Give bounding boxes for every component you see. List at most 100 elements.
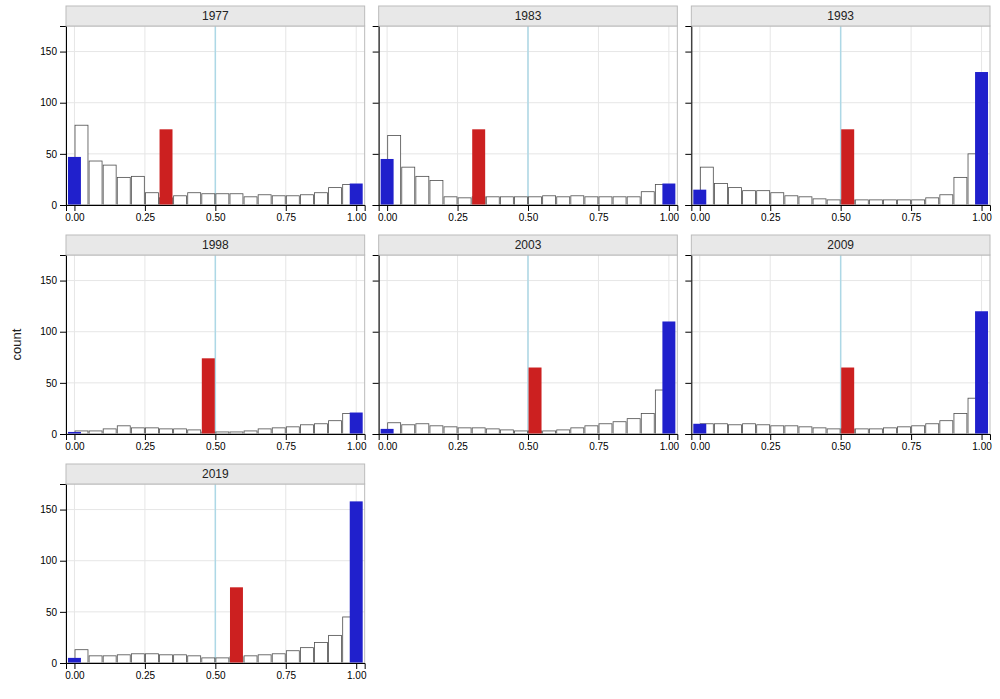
tick: 0.25	[761, 205, 781, 223]
tick-mark	[911, 205, 912, 211]
axis-line	[67, 435, 366, 441]
bar	[160, 129, 173, 205]
bar	[757, 191, 770, 205]
y-axis: 050100150	[40, 485, 66, 669]
bar	[940, 421, 953, 434]
tick-mark	[60, 281, 66, 282]
axis-line	[379, 206, 678, 212]
bar	[571, 428, 584, 434]
grid-line	[457, 26, 458, 205]
bar	[841, 129, 854, 205]
bar	[145, 193, 158, 205]
axis-line	[373, 27, 380, 206]
x-axis: 0.000.250.500.751.00	[65, 205, 367, 223]
tick: 1.00	[347, 663, 367, 681]
bar	[68, 157, 81, 205]
tick-mark	[841, 434, 842, 440]
x-axis: 0.000.250.500.751.00	[691, 205, 993, 223]
tick	[373, 281, 379, 282]
tick-mark	[373, 205, 379, 206]
tick-label: 1.00	[660, 212, 680, 223]
tick-mark	[528, 434, 529, 440]
tick: 0.25	[448, 205, 468, 223]
y-axis	[373, 27, 380, 206]
tick-label: 0.00	[65, 212, 85, 223]
bar	[486, 429, 499, 434]
tick-label: 0.00	[378, 212, 398, 223]
tick-mark	[982, 205, 983, 211]
bar	[402, 425, 415, 434]
tick-label: 0.00	[65, 441, 85, 452]
bar	[743, 424, 756, 434]
tick-mark	[387, 434, 388, 440]
x-axis: 0.000.250.500.751.00	[65, 434, 367, 452]
tick-mark	[60, 434, 66, 435]
tick: 0.25	[136, 205, 156, 223]
tick: 0.00	[65, 663, 85, 681]
tick: 50	[46, 378, 66, 389]
tick-mark	[700, 434, 701, 440]
tick-mark	[770, 205, 771, 211]
grid	[379, 26, 678, 205]
bar	[174, 429, 187, 434]
bar	[472, 428, 485, 434]
tick: 0.75	[589, 434, 609, 452]
tick-label: 100	[40, 555, 57, 566]
bar	[244, 197, 257, 205]
bar	[188, 430, 201, 434]
bar	[300, 648, 313, 663]
bar	[926, 424, 939, 434]
tick	[685, 205, 691, 206]
bar	[416, 424, 429, 434]
axis-line	[60, 485, 67, 664]
reference-line	[527, 255, 529, 434]
bar	[500, 430, 513, 434]
bar	[940, 195, 953, 205]
tick: 0.50	[831, 434, 851, 452]
tick-mark	[60, 383, 66, 384]
plot-background	[66, 26, 365, 205]
bar	[799, 427, 812, 434]
tick-label: 0.50	[206, 441, 226, 452]
facet-title: 2003	[515, 238, 542, 252]
grid-line	[356, 26, 357, 205]
y-axis	[685, 256, 692, 435]
tick-mark	[286, 663, 287, 669]
tick: 0.00	[691, 434, 711, 452]
bar	[444, 427, 457, 434]
plot-frame	[66, 26, 365, 205]
reference-line	[840, 26, 842, 205]
bar	[529, 197, 542, 205]
grid-line	[387, 255, 388, 434]
bar	[258, 655, 271, 663]
bar	[103, 656, 116, 663]
tick-mark	[373, 332, 379, 333]
bar	[557, 197, 570, 205]
tick-label: 0.50	[831, 441, 851, 452]
tick	[373, 332, 379, 333]
bar	[244, 656, 257, 663]
bar	[514, 197, 527, 205]
grid-line	[598, 26, 599, 205]
y-axis-title: count	[9, 328, 24, 360]
bar	[529, 368, 542, 434]
bar	[743, 191, 756, 205]
bar	[117, 655, 130, 663]
plot-frame	[379, 255, 678, 434]
tick-label: 0.75	[589, 212, 609, 223]
tick-mark	[60, 103, 66, 104]
tick	[373, 52, 379, 53]
bar	[869, 429, 882, 434]
bar	[272, 196, 285, 205]
tick-mark	[685, 383, 691, 384]
bar	[693, 190, 706, 205]
bar	[827, 200, 840, 205]
tick: 150	[40, 504, 66, 515]
tick-label: 1.00	[347, 441, 367, 452]
bar	[714, 184, 727, 205]
grid	[691, 26, 990, 205]
tick: 0.00	[65, 434, 85, 452]
marks	[68, 26, 363, 205]
axis-line	[67, 664, 366, 670]
tick: 1.00	[660, 434, 680, 452]
